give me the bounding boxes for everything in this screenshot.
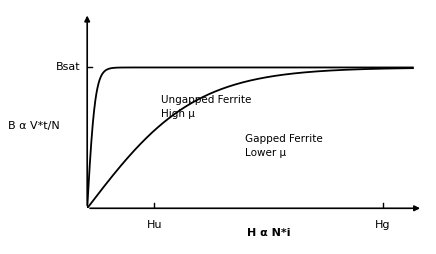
Text: Ungapped Ferrite
High μ: Ungapped Ferrite High μ [161, 94, 252, 119]
Text: H α N*i: H α N*i [247, 228, 290, 238]
Text: Bsat: Bsat [56, 62, 81, 72]
Text: B α V*t/N: B α V*t/N [7, 121, 59, 131]
Text: Gapped Ferrite
Lower μ: Gapped Ferrite Lower μ [245, 134, 323, 158]
Text: Hg: Hg [375, 220, 390, 230]
Text: Hu: Hu [146, 220, 162, 230]
